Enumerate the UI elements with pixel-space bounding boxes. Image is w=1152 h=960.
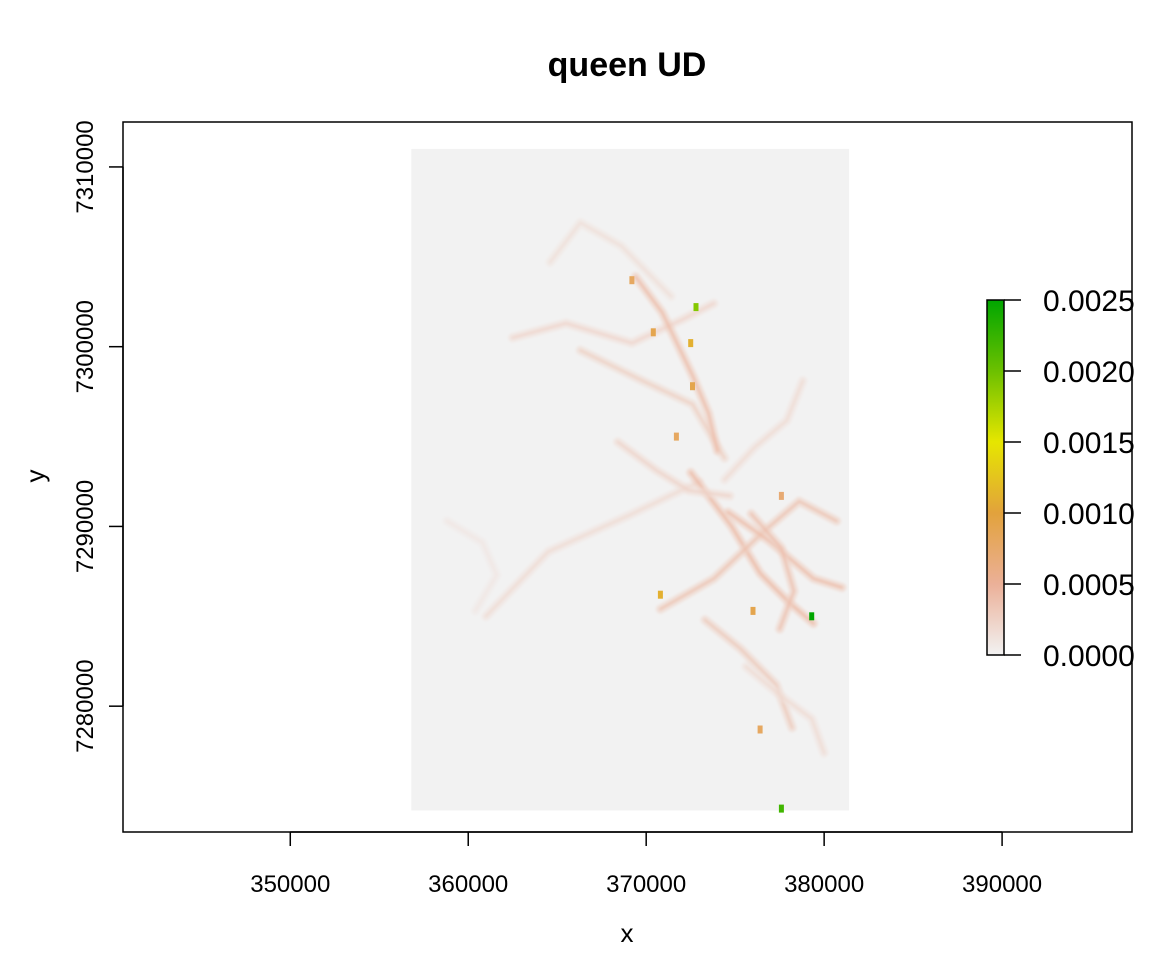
- y-tick-label: 7300000: [72, 300, 99, 393]
- ud-track-core-11: [744, 665, 826, 755]
- ud-hotspot-10: [657, 590, 663, 599]
- ud-track-core-14: [749, 512, 796, 631]
- y-tick-label: 7290000: [72, 480, 99, 573]
- ud-track-core-8: [703, 618, 794, 729]
- ud-track-core-12: [445, 519, 498, 613]
- ud-track-core-13: [616, 440, 732, 498]
- y-axis: 7280000 7290000 7300000 7310000: [72, 120, 124, 753]
- x-tick-label: 390000: [962, 871, 1042, 898]
- legend-tick-label: 0.0010: [1043, 498, 1135, 531]
- ud-track-core-9: [723, 379, 805, 481]
- x-tick-label: 370000: [606, 871, 686, 898]
- ud-hotspot-11: [778, 804, 784, 813]
- ud-hotspot-7: [778, 491, 784, 500]
- ud-hotspot-6: [673, 432, 679, 441]
- ud-track-core-5: [634, 275, 719, 453]
- ud-hotspot-1: [693, 303, 699, 312]
- ud-track-core-3: [511, 302, 716, 345]
- ud-hotspot-5: [690, 382, 695, 391]
- legend-tick-label: 0.0020: [1043, 356, 1135, 389]
- x-tick-label: 360000: [428, 871, 508, 898]
- ud-hotspot-3: [650, 328, 656, 337]
- ud-hotspot-8: [750, 606, 756, 615]
- ud-track-core-4: [548, 221, 673, 298]
- y-axis-label: y: [20, 470, 50, 483]
- x-axis: 350000 360000 370000 380000 390000: [250, 831, 1042, 898]
- legend-tick-label: 0.0025: [1043, 285, 1135, 318]
- x-tick-label: 380000: [784, 871, 864, 898]
- legend-tick-label: 0.0005: [1043, 569, 1135, 602]
- legend-tick-label: 0.0015: [1043, 427, 1135, 460]
- ud-hotspots: [629, 276, 815, 813]
- plot-area: [411, 148, 850, 813]
- x-tick-label: 350000: [250, 871, 330, 898]
- ud-density-tracks: [442, 218, 847, 758]
- ud-track-core-6: [689, 471, 815, 625]
- legend-colorbar: [986, 299, 1005, 656]
- chart-title: queen UD: [548, 46, 707, 84]
- x-axis-label: x: [621, 918, 634, 948]
- y-tick-label: 7280000: [72, 659, 99, 752]
- ud-track-core-10: [726, 510, 844, 589]
- legend-tick-label: 0.0000: [1043, 640, 1135, 673]
- ud-hotspot-4: [629, 276, 635, 285]
- ud-hotspot-9: [809, 612, 815, 621]
- y-tick-label: 7310000: [72, 120, 99, 213]
- ud-hotspot-12: [757, 725, 763, 734]
- ud-hotspot-2: [688, 339, 694, 348]
- ud-track-core-1: [484, 480, 701, 618]
- color-legend: 0.0000 0.0005 0.0010 0.0015 0.0020 0.0025: [986, 285, 1135, 673]
